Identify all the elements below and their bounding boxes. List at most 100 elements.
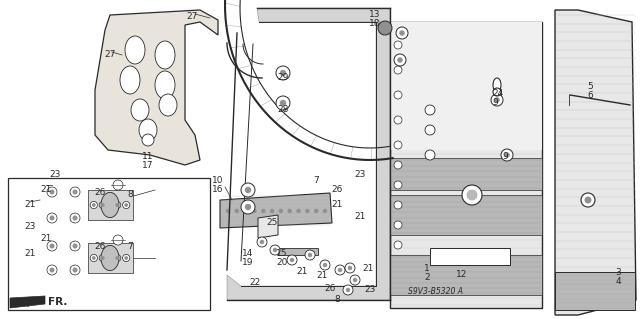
Circle shape bbox=[491, 94, 503, 106]
Text: 21: 21 bbox=[40, 185, 52, 194]
Text: 21: 21 bbox=[332, 200, 342, 209]
Text: 23: 23 bbox=[364, 285, 376, 294]
Text: 8: 8 bbox=[127, 190, 133, 199]
Circle shape bbox=[345, 263, 355, 273]
Circle shape bbox=[92, 204, 95, 206]
Circle shape bbox=[47, 241, 57, 251]
Text: 27: 27 bbox=[104, 50, 116, 59]
Text: 21: 21 bbox=[296, 267, 308, 276]
Text: 16: 16 bbox=[212, 185, 224, 194]
Circle shape bbox=[353, 278, 357, 282]
Circle shape bbox=[493, 88, 501, 96]
Circle shape bbox=[125, 204, 127, 206]
Polygon shape bbox=[220, 193, 332, 228]
Circle shape bbox=[378, 21, 392, 35]
Circle shape bbox=[335, 265, 345, 275]
Circle shape bbox=[142, 134, 154, 146]
Circle shape bbox=[245, 204, 251, 210]
Polygon shape bbox=[430, 248, 510, 265]
Circle shape bbox=[102, 204, 104, 206]
Circle shape bbox=[320, 260, 330, 270]
Circle shape bbox=[397, 57, 403, 63]
Circle shape bbox=[99, 201, 106, 209]
Text: 9: 9 bbox=[492, 98, 498, 107]
Circle shape bbox=[50, 244, 54, 248]
Circle shape bbox=[394, 181, 402, 189]
Circle shape bbox=[50, 216, 54, 220]
Circle shape bbox=[70, 187, 80, 197]
Text: 14: 14 bbox=[243, 249, 253, 258]
Circle shape bbox=[495, 98, 499, 102]
Circle shape bbox=[399, 31, 404, 35]
Circle shape bbox=[241, 183, 255, 197]
Circle shape bbox=[113, 235, 123, 245]
Text: 10: 10 bbox=[212, 176, 224, 185]
Circle shape bbox=[116, 204, 118, 206]
Circle shape bbox=[73, 216, 77, 220]
Text: 12: 12 bbox=[456, 270, 468, 279]
Circle shape bbox=[99, 254, 106, 262]
Circle shape bbox=[346, 288, 350, 292]
Polygon shape bbox=[278, 248, 318, 255]
Text: 20: 20 bbox=[276, 258, 288, 267]
Circle shape bbox=[114, 201, 121, 209]
Circle shape bbox=[425, 105, 435, 115]
Text: 22: 22 bbox=[250, 278, 260, 287]
Polygon shape bbox=[227, 8, 390, 300]
Polygon shape bbox=[390, 195, 542, 235]
Ellipse shape bbox=[101, 245, 119, 271]
Circle shape bbox=[394, 161, 402, 169]
Text: 21: 21 bbox=[40, 234, 52, 243]
Text: 23: 23 bbox=[49, 170, 61, 179]
Text: 27: 27 bbox=[186, 12, 198, 21]
Circle shape bbox=[47, 265, 57, 275]
Circle shape bbox=[276, 66, 290, 80]
Polygon shape bbox=[95, 10, 218, 165]
Text: 17: 17 bbox=[142, 161, 154, 170]
Ellipse shape bbox=[120, 66, 140, 94]
Ellipse shape bbox=[155, 71, 175, 99]
Text: 3: 3 bbox=[615, 268, 621, 277]
Text: 28: 28 bbox=[277, 105, 289, 114]
Text: 8: 8 bbox=[334, 295, 340, 304]
Circle shape bbox=[261, 209, 265, 213]
Text: S9V3-B5320 A: S9V3-B5320 A bbox=[408, 287, 463, 296]
Polygon shape bbox=[555, 10, 636, 315]
Text: FR.: FR. bbox=[48, 297, 67, 307]
Circle shape bbox=[276, 96, 290, 110]
Polygon shape bbox=[88, 190, 132, 220]
Text: 26: 26 bbox=[332, 185, 342, 194]
Circle shape bbox=[396, 27, 408, 39]
Circle shape bbox=[47, 213, 57, 223]
Text: 7: 7 bbox=[127, 242, 133, 251]
Polygon shape bbox=[390, 255, 542, 295]
Ellipse shape bbox=[131, 99, 149, 121]
Circle shape bbox=[70, 213, 80, 223]
Circle shape bbox=[305, 209, 309, 213]
Polygon shape bbox=[10, 296, 45, 308]
Text: 5: 5 bbox=[587, 82, 593, 91]
Text: 25: 25 bbox=[266, 218, 278, 227]
Circle shape bbox=[235, 209, 239, 213]
Circle shape bbox=[467, 190, 477, 200]
Circle shape bbox=[394, 66, 402, 74]
Circle shape bbox=[425, 150, 435, 160]
Polygon shape bbox=[555, 272, 635, 310]
Circle shape bbox=[257, 237, 267, 247]
Circle shape bbox=[323, 209, 327, 213]
Text: 23: 23 bbox=[355, 170, 365, 179]
Text: 21: 21 bbox=[355, 212, 365, 221]
Text: 2: 2 bbox=[424, 273, 430, 282]
Text: 24: 24 bbox=[492, 89, 504, 98]
Circle shape bbox=[123, 201, 130, 209]
Text: 6: 6 bbox=[587, 91, 593, 100]
Circle shape bbox=[280, 100, 286, 106]
Text: 7: 7 bbox=[313, 176, 319, 185]
Circle shape bbox=[47, 187, 57, 197]
Circle shape bbox=[70, 241, 80, 251]
Text: 21: 21 bbox=[24, 200, 36, 209]
Circle shape bbox=[226, 209, 230, 213]
Polygon shape bbox=[258, 215, 278, 238]
Circle shape bbox=[90, 201, 97, 209]
Text: 23: 23 bbox=[24, 222, 36, 231]
